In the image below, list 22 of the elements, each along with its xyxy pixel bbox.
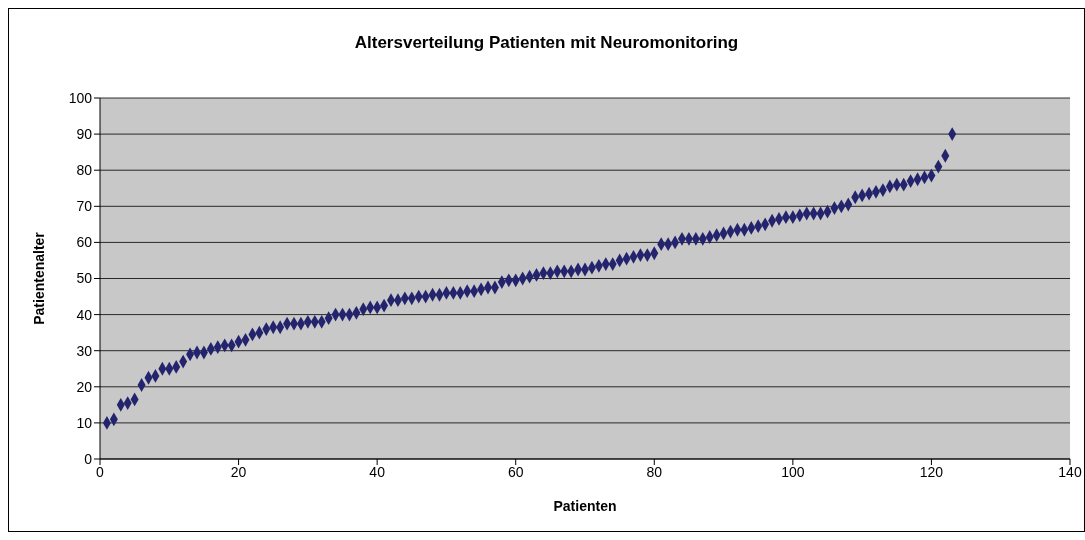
y-tick-label: 100 (68, 89, 93, 106)
x-tick-label: 140 (1058, 463, 1082, 480)
y-tick-label: 70 (76, 198, 93, 215)
x-axis-title: Patienten (553, 498, 617, 514)
y-tick-label: 40 (76, 306, 93, 323)
x-tick-label: 40 (369, 463, 386, 480)
y-tick-label: 0 (84, 450, 93, 467)
y-tick-label: 20 (76, 378, 93, 395)
x-tick-label: 20 (230, 463, 247, 480)
x-tick-label: 60 (507, 463, 524, 480)
y-axis-title: Patientenalter (30, 231, 47, 325)
y-tick-label: 30 (76, 342, 93, 359)
y-tick-label: 50 (76, 270, 93, 287)
y-tick-label: 10 (76, 414, 93, 431)
y-tick-label: 80 (76, 162, 93, 179)
x-tick-label: 80 (646, 463, 663, 480)
y-tick-label: 60 (76, 234, 93, 251)
x-tick-label: 100 (781, 463, 805, 480)
y-tick-label: 90 (76, 126, 93, 143)
x-tick-label: 120 (919, 463, 944, 480)
chart-title: Altersverteilung Patienten mit Neuromonitoring (353, 33, 740, 53)
x-tick-label: 0 (96, 463, 105, 480)
